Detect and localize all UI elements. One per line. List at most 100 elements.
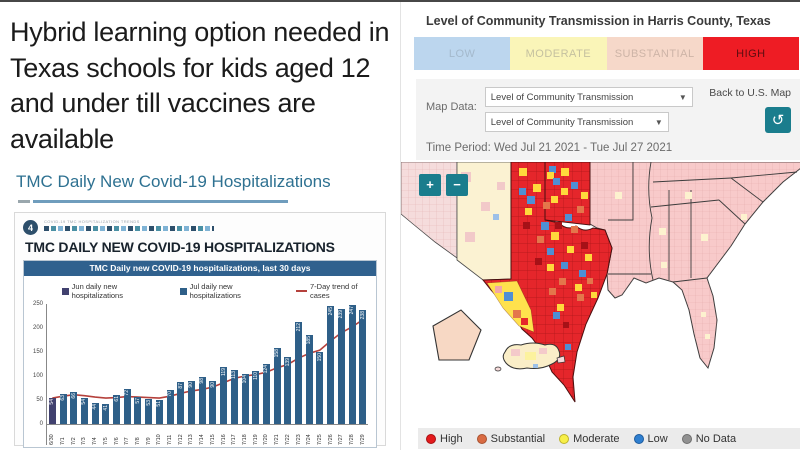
bar-slot: 66 (68, 304, 79, 424)
bar-value-label: 158 (274, 349, 281, 358)
bar-column: 53 7/9 (143, 304, 154, 445)
legend-square-swatch (179, 287, 187, 295)
bar-slot: 158 (272, 304, 283, 424)
x-axis-label: 7/19 (252, 434, 259, 445)
bar: 238 (359, 309, 367, 424)
plot-area: 54 6/30 63 7/1 66 7/2 54 7/3 44 7/4 41 7/5 61 7/6 72 7/… (46, 304, 368, 445)
bar-slot: 90 (186, 304, 197, 424)
bar-value-label: 139 (284, 358, 291, 367)
x-axis-label: 7/16 (220, 434, 227, 445)
bar-slot: 87 (175, 304, 186, 424)
bar-column: 57 7/8 (133, 304, 144, 445)
y-axis-tick: 50 (36, 397, 43, 403)
bar: 98 (198, 376, 206, 424)
legend-label: High (440, 432, 463, 445)
map-data-select-2-value: Level of Community Transmission (490, 116, 634, 128)
tab-high[interactable]: HIGH (702, 37, 799, 70)
bar: 66 (70, 392, 78, 424)
legend-label: Moderate (573, 432, 620, 445)
bar: 110 (252, 371, 260, 424)
bar-slot: 57 (133, 304, 144, 424)
reset-map-button[interactable]: ↺ (765, 107, 791, 133)
map-legend-item: No Data (681, 433, 736, 445)
bar-value-label: 212 (295, 323, 302, 332)
bar-slot: 70 (165, 304, 176, 424)
bar: 90 (209, 380, 217, 424)
article-headline: Hybrid learning option needed in Texas s… (10, 17, 390, 154)
bar: 245 (327, 306, 335, 424)
bar: 239 (337, 309, 345, 424)
x-axis-label: 7/21 (274, 434, 281, 445)
texas-counties (519, 168, 597, 350)
hospitalizations-chart: TMC Daily new COVID-19 hospitalizations,… (23, 260, 377, 448)
bar-value-label: 72 (124, 390, 131, 397)
legend-square-swatch (62, 287, 69, 295)
legend-dot-icon (559, 433, 570, 444)
bar: 87 (177, 382, 185, 424)
slide-number-badge: 4 (23, 220, 38, 235)
x-axis-label: 7/23 (295, 434, 302, 445)
bar-column: 41 7/5 (101, 304, 112, 445)
x-axis-label: 7/12 (177, 434, 184, 445)
bar-value-label: 44 (92, 403, 99, 410)
bar-value-label: 239 (338, 310, 345, 319)
zoom-out-button[interactable]: − (446, 174, 468, 196)
bar-value-label: 104 (242, 375, 248, 384)
bar-value-label: 90 (188, 381, 195, 388)
x-axis-label: 6/30 (49, 434, 56, 445)
legend-dot-icon (633, 433, 644, 444)
map-data-select-1[interactable]: Level of Community Transmission ▼ (484, 87, 693, 107)
top-border (0, 0, 800, 2)
bar-column: 61 7/6 (111, 304, 122, 445)
bar: 247 (348, 305, 356, 424)
chart-plot: 0 50 100 150 200 250 54 6/30 63 7/1 66 7/2 54 7/3 44 7… (24, 301, 376, 445)
bar-column: 90 7/13 (186, 304, 197, 445)
puerto-rico-shape (494, 342, 566, 372)
map-legend: High Substantial Moderate Low No Data (418, 428, 800, 449)
legend-line-swatch (295, 290, 307, 292)
map-data-select-2[interactable]: Level of Community Transmission ▼ (484, 112, 669, 132)
bar: 90 (187, 380, 195, 424)
bar: 61 (113, 394, 121, 424)
bar-column: 90 7/15 (208, 304, 219, 445)
bar-column: 70 7/11 (165, 304, 176, 445)
bar-value-label: 70 (167, 391, 174, 397)
bar-value-label: 150 (316, 353, 323, 362)
bar: 63 (59, 393, 67, 424)
x-axis-label: 7/4 (92, 437, 99, 445)
x-axis-label: 7/7 (124, 437, 131, 445)
tmc-hospitalizations-link[interactable]: TMC Daily New Covid-19 Hospitalizations (16, 171, 331, 191)
bar-slot: 238 (357, 304, 368, 424)
bar-column: 51 7/10 (154, 304, 165, 445)
bar-slot: 63 (58, 304, 69, 424)
y-axis: 0 50 100 150 200 250 (28, 301, 46, 427)
legend-dot-icon (681, 433, 692, 444)
bar-column: 44 7/4 (90, 304, 101, 445)
bar-slot: 212 (293, 304, 304, 424)
bar: 70 (166, 390, 174, 424)
map-legend-item: Substantial (476, 433, 545, 445)
map-svg (400, 161, 800, 403)
card-eyebrow: COVID-19 TMC HOSPITALIZATION TRENDS (44, 219, 140, 224)
tab-moderate[interactable]: MODERATE (510, 37, 607, 70)
x-axis-label: 7/24 (306, 434, 313, 445)
x-axis-label: 7/8 (134, 437, 141, 445)
rotate-ccw-icon: ↺ (771, 112, 785, 129)
us-counties-map[interactable]: + − (400, 161, 800, 425)
back-to-us-map-label: Back to U.S. Map (709, 87, 791, 99)
x-axis-line (47, 424, 368, 425)
bar-value-label: 51 (156, 400, 163, 407)
zoom-in-button[interactable]: + (419, 174, 441, 196)
state-borders (608, 161, 798, 283)
bar-value-label: 63 (60, 394, 67, 401)
bar-slot: 119 (218, 304, 229, 424)
article-pane: Hybrid learning option needed in Texas s… (0, 2, 400, 450)
card-title: TMC DAILY NEW COVID-19 HOSPITALIZATIONS (25, 239, 335, 255)
tab-substantial[interactable]: SUBSTANTIAL (606, 37, 703, 70)
bar-slot: 54 (79, 304, 90, 424)
bar-slot: 247 (347, 304, 358, 424)
legend-dot-icon (426, 433, 436, 444)
tab-low[interactable]: LOW (414, 37, 511, 70)
bar-value-label: 113 (231, 370, 238, 379)
legend-label: Low (647, 432, 668, 445)
